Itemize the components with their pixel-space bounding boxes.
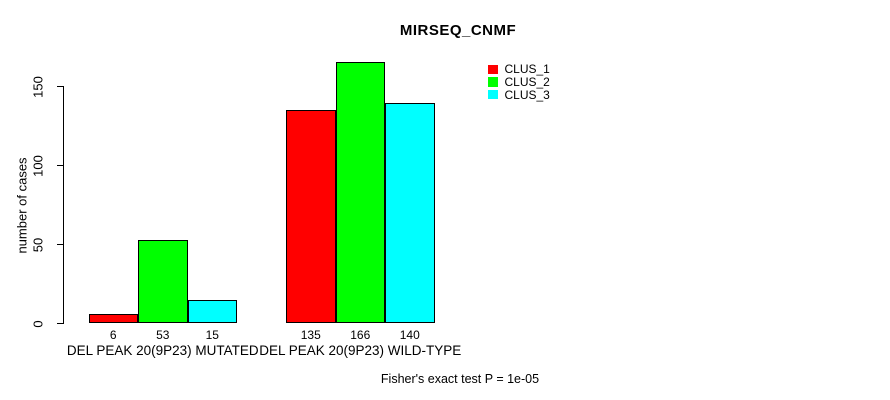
legend-swatch-icon — [488, 89, 498, 100]
footer-note: Fisher's exact test P = 1e-05 — [380, 372, 540, 386]
y-axis-tick-0 — [57, 323, 63, 324]
y-axis-tick-label-100: 100 — [30, 154, 46, 177]
bar-clus_2-group1 — [138, 239, 188, 324]
bar-value-label-15: 15 — [205, 328, 219, 342]
legend-item-clus_2: CLUS_2 — [488, 75, 550, 90]
y-axis-tick-label-50: 50 — [30, 237, 46, 252]
category-label-group1: DEL PEAK 20(9P23) MUTATED — [66, 343, 259, 358]
bar-value-label-53: 53 — [156, 328, 170, 342]
legend-swatch-icon — [488, 77, 498, 87]
legend-label: CLUS_1 — [504, 62, 550, 77]
legend-item-clus_3: CLUS_3 — [488, 87, 550, 102]
legend: CLUS_1 CLUS_2 CLUS_3 — [488, 62, 550, 102]
legend-label: CLUS_3 — [504, 87, 550, 102]
y-axis-tick-label-0: 0 — [30, 319, 46, 328]
legend-swatch-icon — [488, 64, 498, 75]
y-axis-tick-50 — [57, 244, 63, 246]
bar-clus_1-group2 — [286, 110, 336, 324]
y-axis-label: number of cases — [14, 156, 30, 254]
bar-clus_2-group2 — [335, 61, 385, 324]
bar-value-label-135: 135 — [300, 328, 321, 342]
bar-clus_3-group2 — [385, 102, 435, 324]
y-axis-tick-100 — [57, 165, 63, 167]
y-axis-line — [63, 86, 64, 324]
chart-title: MIRSEQ_CNMF — [399, 22, 517, 39]
category-label-group2: DEL PEAK 20(9P23) WILD-TYPE — [259, 343, 462, 358]
bar-value-label-140: 140 — [399, 328, 420, 342]
bar-value-label-166: 166 — [350, 328, 371, 342]
bar-clus_3-group1 — [187, 299, 237, 324]
legend-label: CLUS_2 — [504, 75, 550, 90]
y-axis-tick-label-150: 150 — [30, 75, 46, 98]
bar-value-label-6: 6 — [109, 328, 117, 342]
bar-clus_1-group1 — [88, 314, 138, 324]
legend-item-clus_1: CLUS_1 — [488, 62, 550, 77]
y-axis-tick-150 — [57, 86, 63, 88]
